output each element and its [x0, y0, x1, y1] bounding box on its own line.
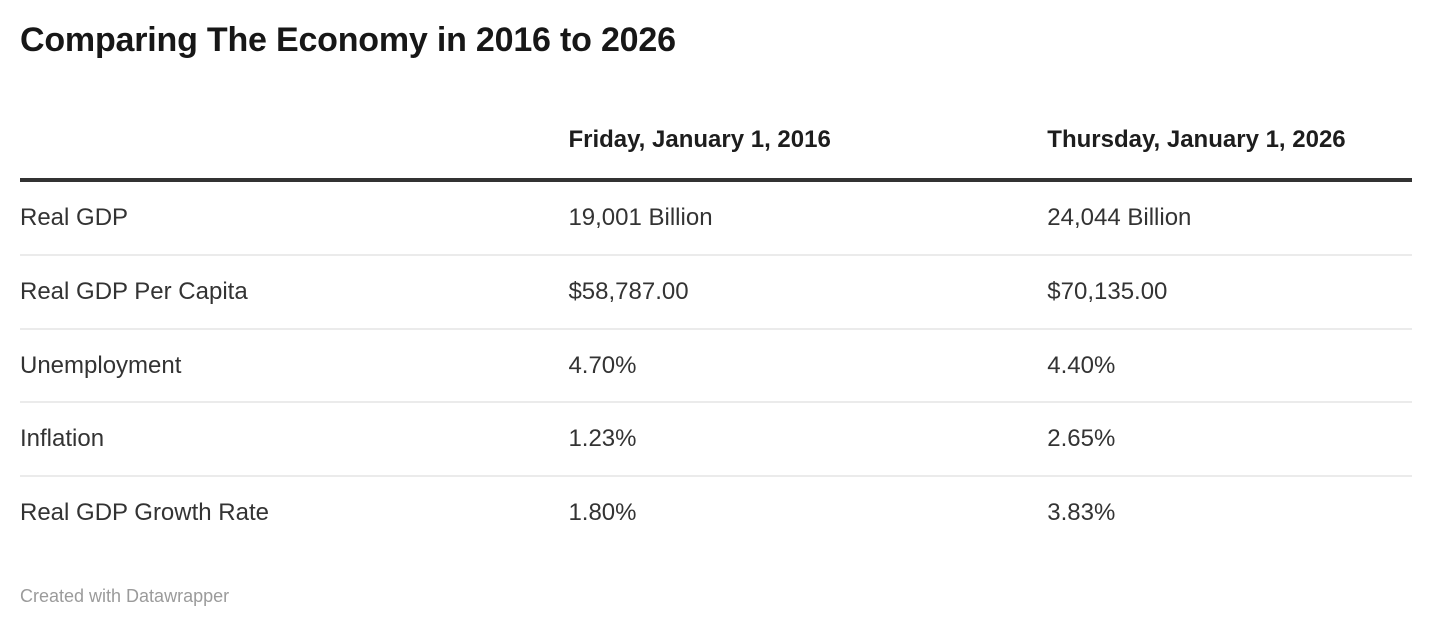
cell-value-2026: 4.40% [1047, 327, 1412, 403]
table-row-real-gdp: Real GDP 19,001 Billion 24,044 Billion [20, 180, 1412, 255]
page-title: Comparing The Economy in 2016 to 2026 [20, 21, 676, 59]
table-row-unemployment: Unemployment 4.70% 4.40% [20, 327, 1412, 403]
cell-value-2016: 4.70% [568, 327, 1048, 403]
cell-value-2026: $70,135.00 [1047, 253, 1412, 329]
cell-value-2016: $58,787.00 [568, 253, 1048, 329]
row-label: Real GDP Per Capita [20, 253, 569, 329]
row-label: Real GDP Growth Rate [20, 474, 569, 549]
cell-value-2016: 19,001 Billion [568, 204, 713, 232]
table-row-inflation: Inflation 1.23% 2.65% [20, 401, 1412, 476]
table-row-real-gdp-growth-rate: Real GDP Growth Rate 1.80% 3.83% [20, 474, 1412, 549]
attribution-footer: Created with Datawrapper [20, 584, 1412, 609]
table-row-real-gdp-per-capita: Real GDP Per Capita $58,787.00 $70,135.0… [20, 253, 1412, 329]
cell-value-2026: 2.65% [1047, 401, 1412, 476]
economy-comparison-table: Friday, January 1, 2016 Thursday, Januar… [20, 60, 1412, 549]
cell-value-2016: 1.80% [568, 474, 1048, 549]
datawrapper-attribution-link[interactable]: Created with Datawrapper [20, 586, 230, 607]
column-header-2016: Friday, January 1, 2016 [568, 60, 1048, 183]
cell-value-2026: 3.83% [1047, 474, 1412, 549]
table-body: Real GDP 19,001 Billion 24,044 Billion R… [20, 180, 1412, 549]
table-header: Friday, January 1, 2016 Thursday, Januar… [20, 60, 1412, 183]
column-header-empty [20, 60, 569, 183]
column-header-2026: Thursday, January 1, 2026 [1047, 60, 1412, 183]
cell-value-2026: 24,044 Billion [1047, 204, 1192, 232]
row-label: Unemployment [20, 327, 569, 403]
cell-value-2016: 1.23% [568, 401, 1048, 476]
row-label: Real GDP [20, 204, 129, 232]
table-header-row: Friday, January 1, 2016 Thursday, Januar… [20, 60, 1412, 183]
table-chart-container: Comparing The Economy in 2016 to 2026 Fr… [0, 20, 1432, 610]
row-label: Inflation [20, 401, 569, 476]
